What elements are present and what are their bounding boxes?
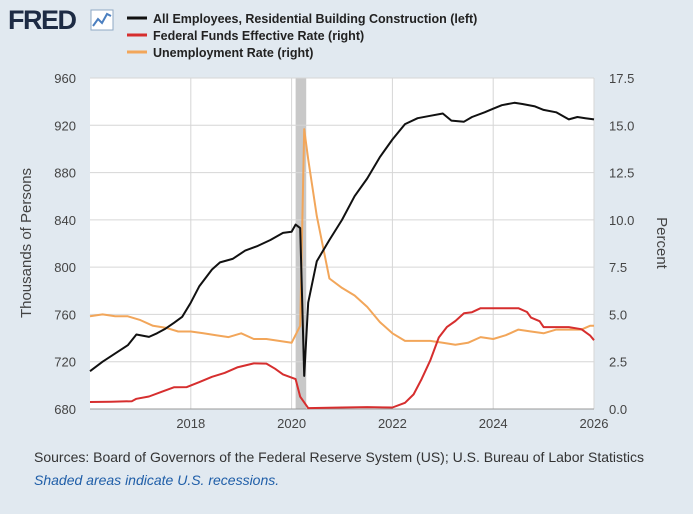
series-line-2 bbox=[89, 128, 594, 346]
right-axis-label: Percent bbox=[653, 217, 670, 270]
right-tick-label: 17.5 bbox=[609, 71, 634, 86]
left-tick-label: 840 bbox=[54, 213, 76, 228]
chart: FRED All Employees, Residential Building… bbox=[8, 5, 670, 431]
series-line-0 bbox=[89, 101, 595, 377]
legend-label-1: Federal Funds Effective Rate (right) bbox=[153, 29, 364, 43]
series-line-1 bbox=[89, 307, 595, 410]
legend-label-2: Unemployment Rate (right) bbox=[153, 46, 313, 60]
left-tick-label: 960 bbox=[54, 71, 76, 86]
left-tick-label: 920 bbox=[54, 118, 76, 133]
right-axis-ticks: 0.0 2.5 5.0 7.5 10.0 12.5 15.0 17.5 bbox=[609, 71, 634, 417]
sources-text: Sources: Board of Governors of the Feder… bbox=[34, 449, 645, 465]
recession-note: Shaded areas indicate U.S. recessions. bbox=[34, 472, 280, 488]
left-tick-label: 720 bbox=[54, 355, 76, 370]
x-tick-label: 2024 bbox=[479, 416, 508, 431]
left-tick-label: 680 bbox=[54, 402, 76, 417]
left-axis-ticks: 680 720 760 800 840 880 920 960 bbox=[54, 71, 76, 417]
gridlines bbox=[90, 77, 595, 410]
right-tick-label: 10.0 bbox=[609, 213, 634, 228]
legend: All Employees, Residential Building Cons… bbox=[127, 12, 477, 60]
x-tick-label: 2018 bbox=[176, 416, 205, 431]
series-lines bbox=[89, 101, 595, 410]
left-tick-label: 880 bbox=[54, 166, 76, 181]
right-tick-label: 2.5 bbox=[609, 355, 627, 370]
line-chart-icon bbox=[90, 9, 114, 31]
legend-label-0: All Employees, Residential Building Cons… bbox=[153, 12, 477, 26]
plot-area bbox=[90, 78, 594, 409]
brand-logo[interactable]: FRED bbox=[8, 5, 114, 35]
right-tick-label: 0.0 bbox=[609, 402, 627, 417]
x-tick-label: 2026 bbox=[580, 416, 609, 431]
x-axis-ticks: 2018 2020 2022 2024 2026 bbox=[176, 416, 608, 431]
x-tick-label: 2020 bbox=[277, 416, 306, 431]
x-tick-label: 2022 bbox=[378, 416, 407, 431]
left-axis-label: Thousands of Persons bbox=[18, 168, 35, 318]
brand-logo-text: FRED bbox=[8, 5, 77, 35]
right-tick-label: 12.5 bbox=[609, 166, 634, 181]
right-tick-label: 15.0 bbox=[609, 118, 634, 133]
right-tick-label: 7.5 bbox=[609, 260, 627, 275]
left-tick-label: 760 bbox=[54, 307, 76, 322]
right-tick-label: 5.0 bbox=[609, 307, 627, 322]
left-tick-label: 800 bbox=[54, 260, 76, 275]
